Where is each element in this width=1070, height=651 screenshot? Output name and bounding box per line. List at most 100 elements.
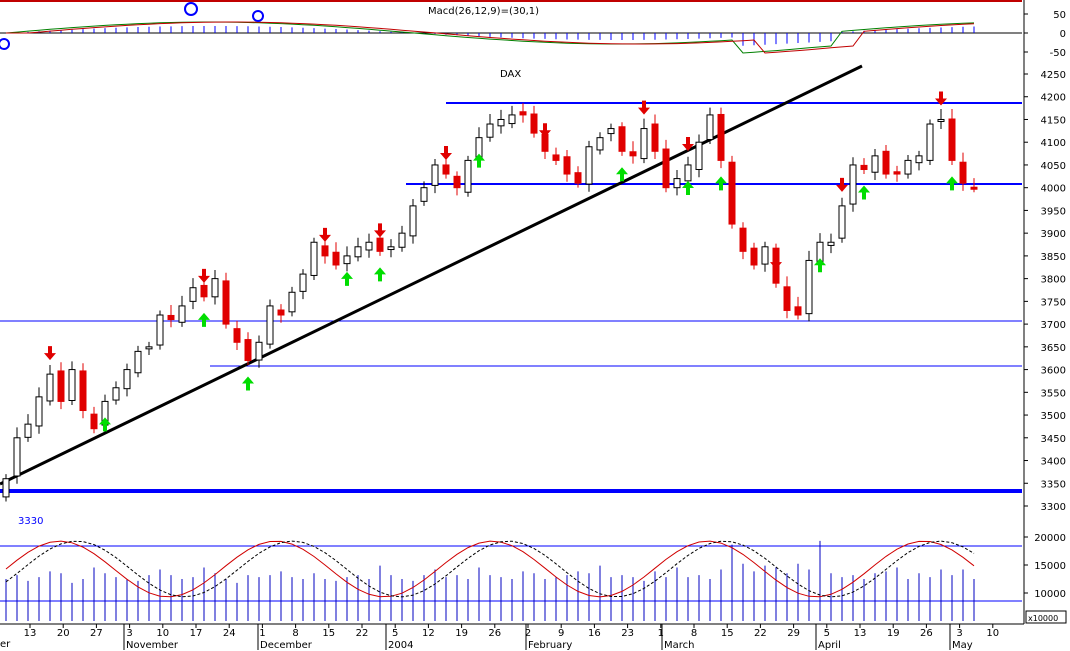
macd-label: Macd(26,12,9)=(30,1) bbox=[428, 6, 539, 17]
candle-body bbox=[134, 350, 142, 374]
down-signal-arrow bbox=[319, 227, 331, 242]
candlesticks bbox=[2, 103, 978, 502]
candle-body bbox=[189, 287, 197, 302]
date-tick-label: 15 bbox=[721, 628, 734, 639]
date-tick-label: 20 bbox=[57, 628, 70, 639]
candle-body bbox=[662, 148, 670, 189]
price-tick-label: 4200 bbox=[1041, 93, 1066, 104]
month-label: December bbox=[260, 640, 313, 651]
price-tick-label: 4050 bbox=[1041, 161, 1066, 172]
candle-body bbox=[684, 164, 692, 182]
candle-body bbox=[838, 205, 846, 239]
date-tick-label: 1 bbox=[259, 628, 265, 639]
right-axis: 50 0 -50 4250 4200 4150 4100 4050 4000 3950 3900 3… bbox=[1023, 0, 1067, 624]
candle-body bbox=[255, 341, 263, 361]
date-tick-label: 27 bbox=[90, 628, 103, 639]
candle-body bbox=[519, 111, 527, 116]
price-tick-label: 3350 bbox=[1041, 479, 1066, 490]
candle-body bbox=[35, 396, 43, 427]
price-tick-label: 3500 bbox=[1041, 411, 1066, 422]
down-signal-arrow bbox=[539, 123, 551, 138]
candle-body bbox=[871, 155, 879, 173]
up-signal-arrow bbox=[341, 271, 353, 286]
date-tick-label: 24 bbox=[223, 628, 236, 639]
candle-body bbox=[805, 259, 813, 315]
candle-body bbox=[563, 156, 571, 175]
date-axis: 13 20 27 3 10 17 24 1 8 15 22 5 12 19 26 2 9 16 23 1 8 15 22 29… bbox=[0, 623, 1024, 651]
candle-body bbox=[2, 478, 10, 498]
month-labels: November December 2004 February March April Ma… bbox=[123, 624, 973, 651]
candle-body bbox=[222, 280, 230, 325]
price-tick-label: 3900 bbox=[1041, 229, 1066, 240]
price-tick-label: 3700 bbox=[1041, 320, 1066, 331]
date-tick-label: 10 bbox=[156, 628, 169, 639]
date-tick-label: 19 bbox=[455, 628, 468, 639]
date-tick-label: 3 bbox=[126, 628, 132, 639]
date-tick-label: 13 bbox=[24, 628, 37, 639]
date-tick-label: 26 bbox=[488, 628, 501, 639]
candle-body bbox=[706, 114, 714, 140]
candle-body bbox=[640, 128, 648, 160]
up-signal-arrow bbox=[99, 417, 111, 432]
price-tick-label: 3300 bbox=[1041, 502, 1066, 513]
macd-tick-label: -50 bbox=[1050, 48, 1066, 59]
candle-body bbox=[24, 423, 32, 438]
corner-label: er bbox=[0, 639, 11, 650]
candle-body bbox=[530, 113, 538, 134]
volume-ticks: 20000 15000 10000 bbox=[1024, 533, 1066, 600]
candle-body bbox=[354, 246, 362, 258]
volume-tick-label: 10000 bbox=[1034, 589, 1066, 600]
candle-body bbox=[409, 205, 417, 237]
macd-line bbox=[5, 21, 975, 54]
up-signal-arrow bbox=[374, 267, 386, 282]
date-ticks: 13 20 27 3 10 17 24 1 8 15 22 5 12 19 26 2 9 16 23 1 8 15 22 29… bbox=[24, 624, 999, 639]
month-label: March bbox=[664, 640, 694, 651]
date-tick-label: 23 bbox=[621, 628, 634, 639]
candle-body bbox=[387, 246, 395, 251]
candle-body bbox=[431, 164, 439, 186]
candle-body bbox=[123, 369, 131, 390]
candle-body bbox=[915, 155, 923, 164]
date-tick-label: 22 bbox=[754, 628, 767, 639]
candle-body bbox=[486, 123, 494, 138]
candle-body bbox=[200, 284, 208, 298]
candle-body bbox=[332, 251, 340, 266]
candle-body bbox=[112, 387, 120, 401]
up-signal-arrow bbox=[946, 176, 958, 191]
candle-body bbox=[860, 164, 868, 170]
up-signal-arrow bbox=[715, 176, 727, 191]
candle-body bbox=[321, 245, 329, 257]
candle-body bbox=[46, 373, 54, 402]
candle-body bbox=[585, 146, 593, 185]
up-signal-arrow bbox=[473, 153, 485, 168]
candle-body bbox=[574, 172, 582, 184]
volume-tick-label: 15000 bbox=[1034, 561, 1066, 572]
candle-body bbox=[827, 241, 835, 246]
price-tick-label: 3800 bbox=[1041, 275, 1066, 286]
date-tick-label: 5 bbox=[392, 628, 398, 639]
candle-body bbox=[277, 309, 285, 316]
volume-tick-label: 20000 bbox=[1034, 533, 1066, 544]
down-signal-arrow bbox=[374, 223, 386, 238]
macd-panel: Macd(26,12,9)=(30,1) bbox=[0, 0, 1022, 54]
month-label: 2004 bbox=[388, 640, 413, 651]
macd-marker-circle bbox=[184, 2, 198, 16]
candle-body bbox=[948, 118, 956, 161]
macd-ticks: 50 0 -50 bbox=[1024, 10, 1066, 59]
price-tick-label: 3750 bbox=[1041, 297, 1066, 308]
date-tick-label: 13 bbox=[854, 628, 867, 639]
candle-body bbox=[508, 114, 516, 125]
candle-body bbox=[783, 286, 791, 311]
date-tick-label: 8 bbox=[292, 628, 298, 639]
candle-body bbox=[695, 141, 703, 170]
candle-body bbox=[739, 227, 747, 252]
down-signal-arrow bbox=[198, 268, 210, 283]
date-tick-label: 8 bbox=[691, 628, 697, 639]
date-tick-label: 5 bbox=[824, 628, 830, 639]
price-tick-label: 3400 bbox=[1041, 457, 1066, 468]
candle-body bbox=[167, 314, 175, 321]
up-signal-arrow bbox=[198, 312, 210, 327]
candle-body bbox=[750, 247, 758, 266]
candle-body bbox=[420, 187, 428, 202]
macd-marker-circle bbox=[252, 10, 264, 22]
